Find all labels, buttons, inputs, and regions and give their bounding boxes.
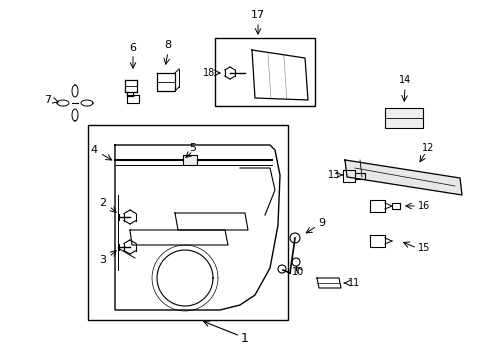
- Text: 10: 10: [291, 267, 304, 277]
- Text: 15: 15: [417, 243, 429, 253]
- Bar: [183, 155, 197, 165]
- Text: 16: 16: [417, 201, 429, 211]
- Text: 2: 2: [99, 198, 106, 208]
- Bar: [215, 38, 314, 106]
- Text: 1: 1: [241, 332, 248, 345]
- Text: 9: 9: [317, 218, 325, 228]
- Polygon shape: [345, 160, 461, 195]
- Text: 14: 14: [398, 75, 410, 85]
- Text: 7: 7: [44, 95, 51, 105]
- Text: 11: 11: [347, 278, 360, 288]
- Text: 17: 17: [250, 10, 264, 20]
- Text: 4: 4: [90, 145, 98, 155]
- Text: 18: 18: [203, 68, 215, 78]
- Text: 12: 12: [421, 143, 433, 153]
- Bar: [88, 125, 287, 320]
- Text: 5: 5: [189, 143, 196, 153]
- Bar: [384, 108, 422, 128]
- Text: 3: 3: [99, 255, 106, 265]
- Text: 8: 8: [164, 40, 171, 50]
- Text: 6: 6: [129, 43, 136, 53]
- Text: 13: 13: [327, 170, 339, 180]
